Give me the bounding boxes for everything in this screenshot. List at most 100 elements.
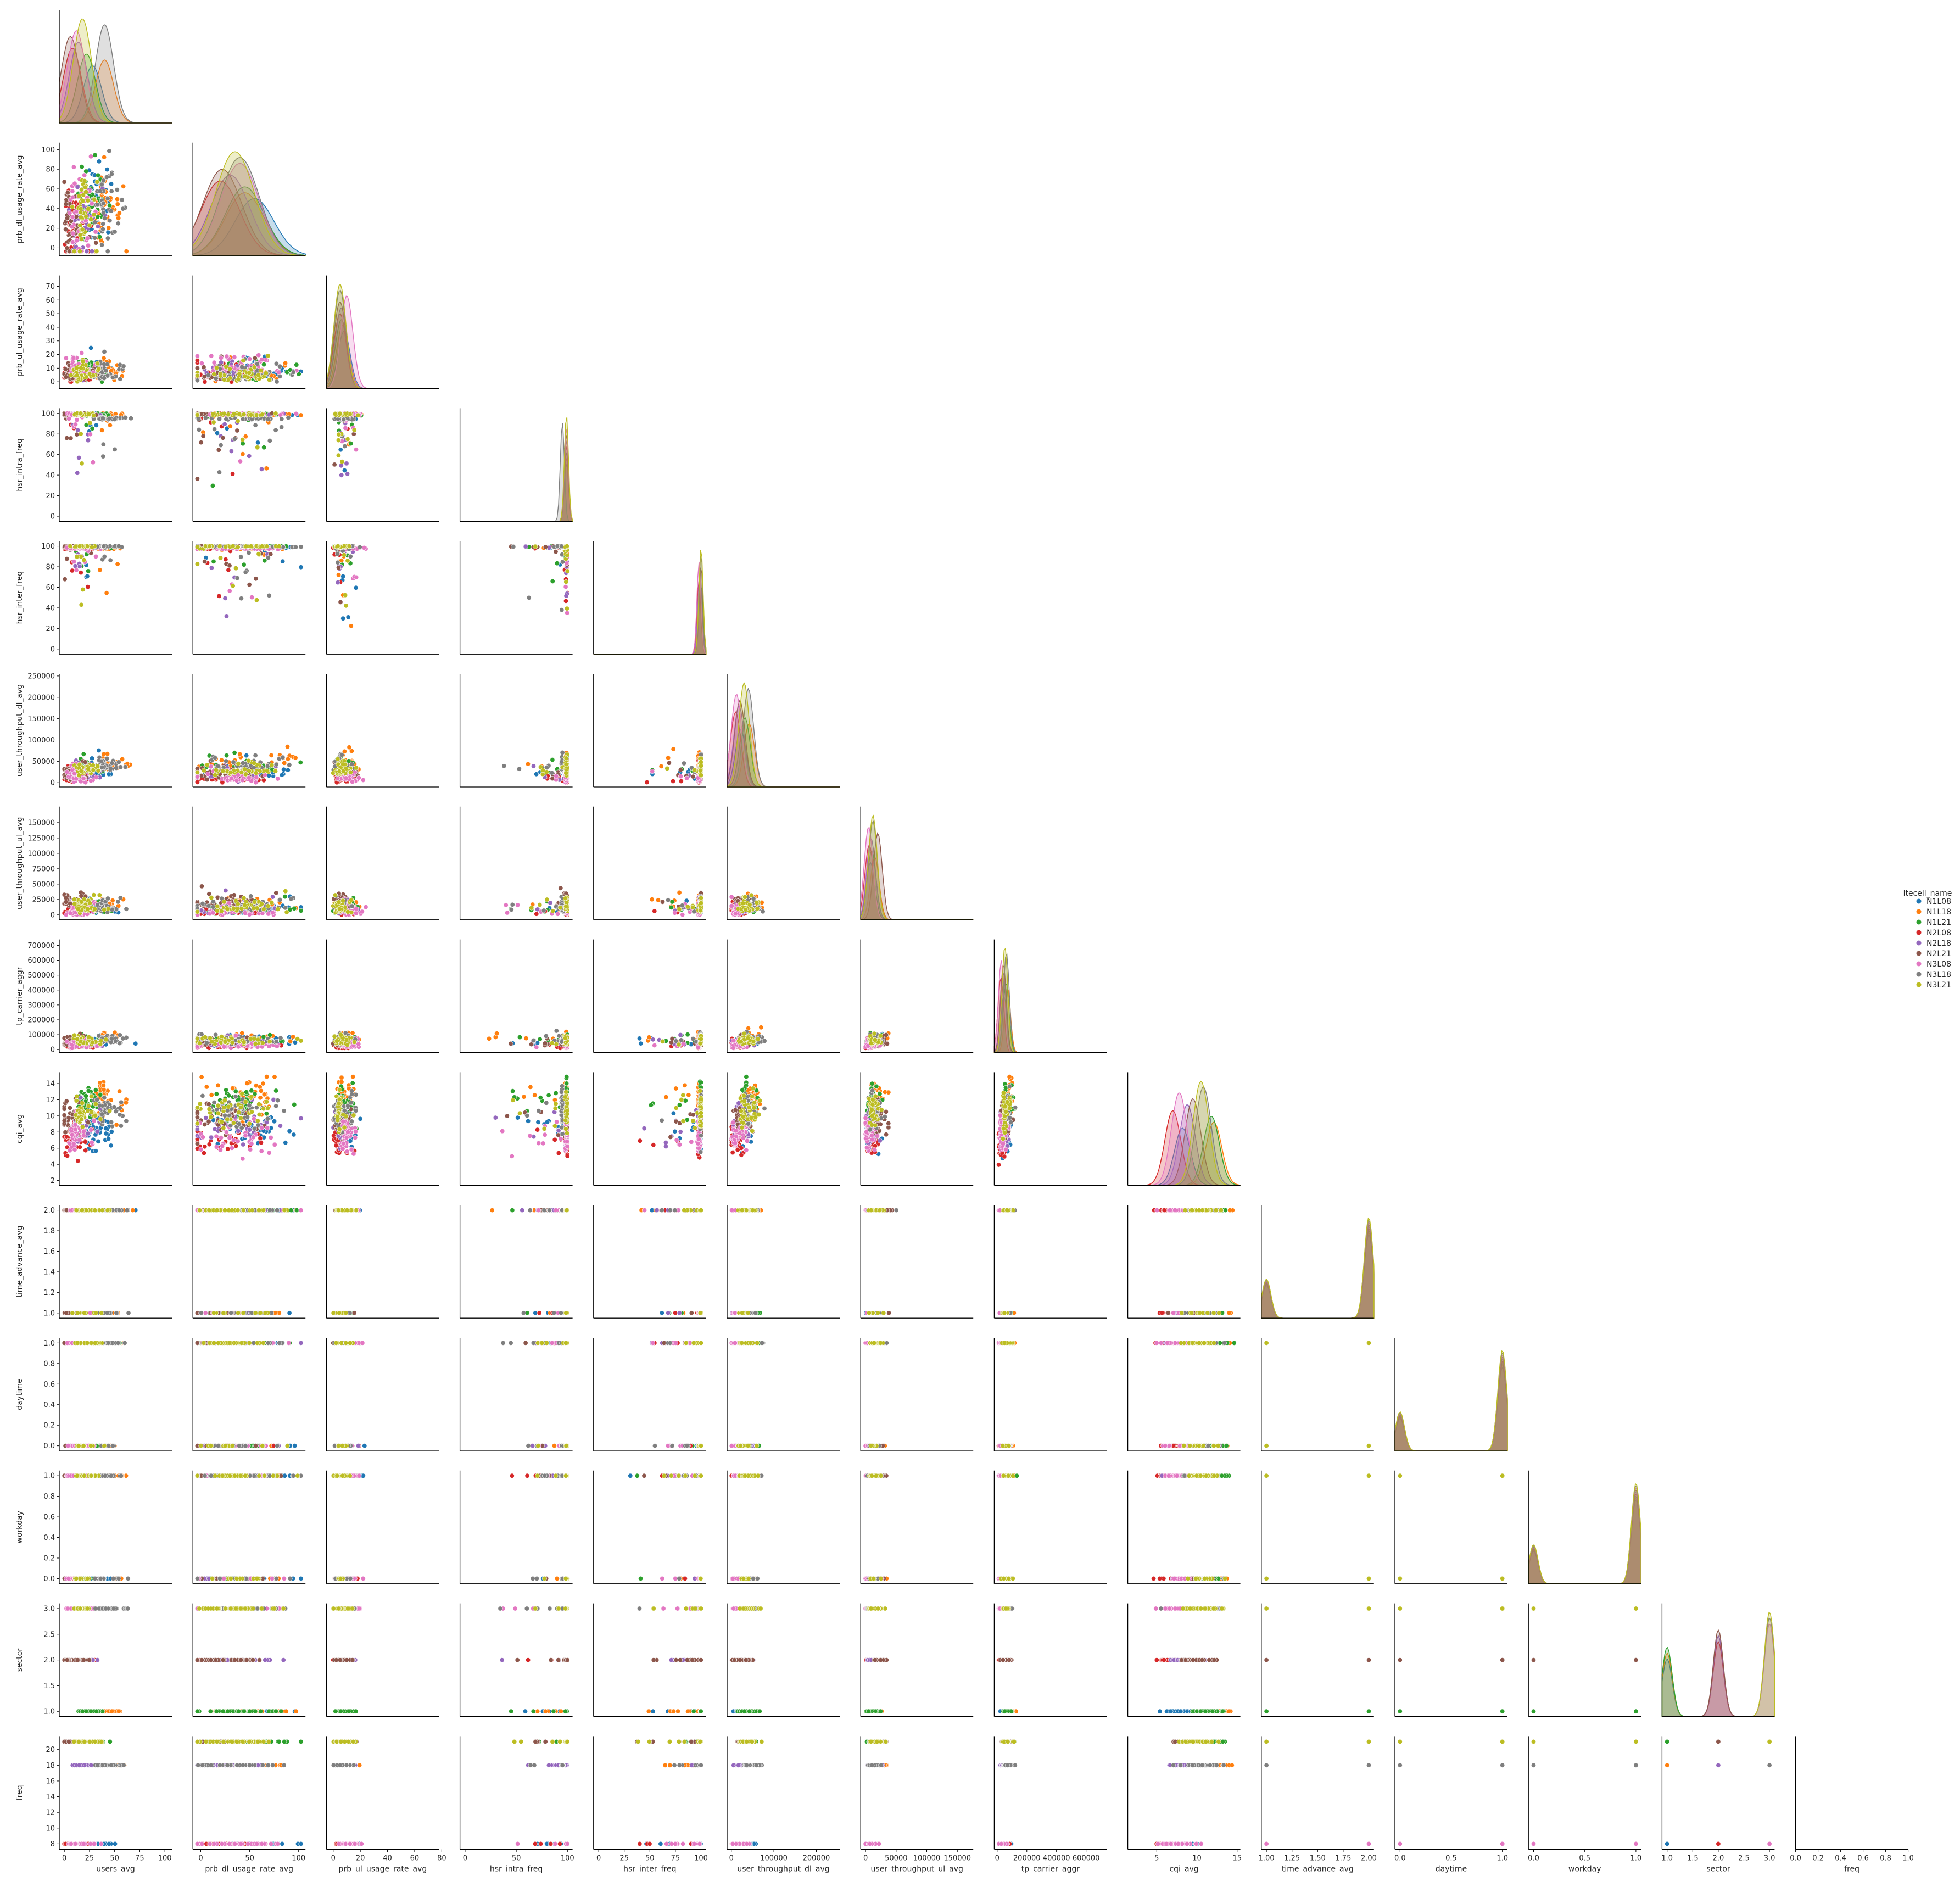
panel-hsr-intra-freq-vs-users-avg: 020406080100hsr_intra_freq <box>15 408 172 521</box>
point-n2l21 <box>195 366 199 370</box>
point-n3l18 <box>99 243 104 247</box>
point-n3l21 <box>95 361 99 366</box>
point-n3l18 <box>100 227 105 231</box>
point-n3l18 <box>107 149 111 153</box>
point-n1l18 <box>117 211 121 215</box>
point-n3l21 <box>78 223 82 227</box>
point-n3l21 <box>82 178 87 183</box>
point-n3l18 <box>98 189 102 193</box>
point-n1l21 <box>96 173 100 177</box>
point-n3l21 <box>92 213 96 217</box>
point-n3l08 <box>90 202 94 206</box>
point-n3l18 <box>109 189 114 193</box>
point-n3l21 <box>266 354 270 358</box>
point-n3l18 <box>108 218 112 222</box>
y-tick-label: 60 <box>46 185 55 193</box>
point-n3l21 <box>86 198 90 203</box>
point-n3l18 <box>92 236 97 240</box>
point-n3l21 <box>237 371 242 376</box>
point-n3l21 <box>256 373 260 377</box>
point-n3l21 <box>72 249 76 253</box>
y-tick-label: 70 <box>46 283 55 291</box>
y-axis-label: prb_dl_usage_rate_avg <box>15 155 24 243</box>
point-n3l21 <box>80 227 85 232</box>
point-n3l18 <box>206 373 210 377</box>
point-n1l18 <box>102 155 106 159</box>
y-tick-label: 40 <box>46 205 55 213</box>
point-n3l18 <box>110 375 115 379</box>
point-n2l18 <box>90 249 94 253</box>
point-n1l08 <box>97 159 101 164</box>
point-n3l08 <box>71 355 76 360</box>
point-n3l18 <box>118 377 122 381</box>
point-n3l18 <box>113 230 117 234</box>
point-n3l08 <box>70 215 75 220</box>
point-n3l18 <box>121 364 126 369</box>
point-n1l18 <box>121 184 125 188</box>
y-tick-label: 50 <box>46 310 55 319</box>
point-n3l08 <box>260 357 264 361</box>
point-n3l08 <box>70 195 75 199</box>
point-n3l21 <box>236 377 241 382</box>
point-n3l21 <box>81 193 85 197</box>
point-n3l18 <box>109 209 113 213</box>
point-n3l08 <box>70 225 74 229</box>
point-n3l21 <box>241 358 245 362</box>
point-n3l08 <box>225 354 229 359</box>
point-n3l18 <box>105 236 110 241</box>
point-n2l21 <box>64 202 68 206</box>
point-n3l18 <box>116 221 120 226</box>
point-n1l08 <box>94 423 98 427</box>
point-n1l21 <box>97 235 102 239</box>
panel-prb-dl-usage-rate-avg-vs-prb-dl-usage-rate-avg <box>193 143 305 256</box>
point-n3l21 <box>87 223 92 227</box>
point-n3l21 <box>78 232 82 237</box>
point-n2l08 <box>195 358 199 362</box>
panel-prb-ul-usage-rate-avg-vs-prb-ul-usage-rate-avg <box>326 276 439 389</box>
point-n2l21 <box>94 241 98 245</box>
point-n1l18 <box>116 216 121 220</box>
point-n3l21 <box>79 215 83 220</box>
point-n2l21 <box>63 227 68 232</box>
point-n1l18 <box>100 428 104 432</box>
point-n1l21 <box>107 203 111 208</box>
point-n3l18 <box>274 361 278 366</box>
point-n3l21 <box>242 374 247 378</box>
point-n3l18 <box>102 349 107 354</box>
point-n1l21 <box>93 153 97 157</box>
point-n3l18 <box>93 220 97 224</box>
point-n1l21 <box>90 426 94 431</box>
y-tick-label: 10 <box>46 365 55 373</box>
point-n3l08 <box>86 243 90 248</box>
point-n3l08 <box>64 356 68 360</box>
point-n3l08 <box>212 360 216 365</box>
point-n3l18 <box>214 376 218 381</box>
point-n3l21 <box>247 371 251 375</box>
point-n3l18 <box>105 196 110 200</box>
y-axis-label: prb_ul_usage_rate_avg <box>15 288 24 376</box>
point-n3l08 <box>71 231 75 236</box>
point-n3l18 <box>115 187 119 192</box>
point-n3l21 <box>224 364 228 369</box>
point-n3l21 <box>264 371 268 376</box>
y-tick-label: 0 <box>51 244 55 253</box>
point-n3l18 <box>240 365 244 369</box>
point-n3l21 <box>91 373 96 378</box>
point-n3l08 <box>195 354 199 358</box>
point-n3l18 <box>103 216 107 220</box>
point-n3l21 <box>259 368 263 372</box>
point-n3l21 <box>222 377 226 382</box>
point-n3l08 <box>277 370 281 375</box>
point-n1l21 <box>294 362 299 367</box>
point-n3l18 <box>101 221 105 226</box>
point-n3l18 <box>104 369 108 373</box>
point-n1l18 <box>115 197 119 202</box>
point-n3l21 <box>81 359 85 364</box>
y-tick-label: 100 <box>41 146 55 154</box>
point-n3l18 <box>275 379 279 384</box>
point-n3l08 <box>88 154 93 159</box>
point-n3l21 <box>75 373 79 377</box>
point-n3l21 <box>92 197 97 202</box>
